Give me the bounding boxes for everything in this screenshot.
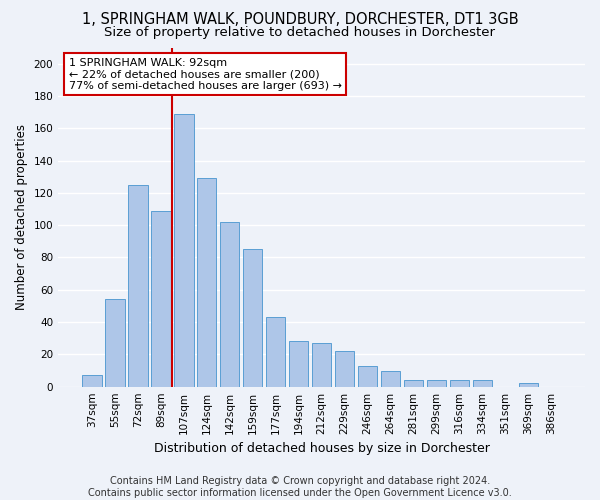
Y-axis label: Number of detached properties: Number of detached properties <box>15 124 28 310</box>
Bar <box>449 380 469 386</box>
Bar <box>197 178 217 386</box>
Text: Size of property relative to detached houses in Dorchester: Size of property relative to detached ho… <box>104 26 496 39</box>
Bar <box>174 114 194 386</box>
Bar <box>151 210 170 386</box>
Bar <box>128 185 148 386</box>
Bar <box>381 370 400 386</box>
Bar <box>289 342 308 386</box>
Text: 1, SPRINGHAM WALK, POUNDBURY, DORCHESTER, DT1 3GB: 1, SPRINGHAM WALK, POUNDBURY, DORCHESTER… <box>82 12 518 28</box>
X-axis label: Distribution of detached houses by size in Dorchester: Distribution of detached houses by size … <box>154 442 490 455</box>
Bar <box>82 376 101 386</box>
Text: 1 SPRINGHAM WALK: 92sqm
← 22% of detached houses are smaller (200)
77% of semi-d: 1 SPRINGHAM WALK: 92sqm ← 22% of detache… <box>69 58 342 91</box>
Bar <box>358 366 377 386</box>
Bar <box>105 300 125 386</box>
Bar <box>518 384 538 386</box>
Bar <box>427 380 446 386</box>
Bar <box>243 250 262 386</box>
Text: Contains HM Land Registry data © Crown copyright and database right 2024.
Contai: Contains HM Land Registry data © Crown c… <box>88 476 512 498</box>
Bar <box>473 380 492 386</box>
Bar <box>335 351 355 386</box>
Bar <box>404 380 423 386</box>
Bar <box>312 343 331 386</box>
Bar <box>220 222 239 386</box>
Bar <box>266 317 286 386</box>
